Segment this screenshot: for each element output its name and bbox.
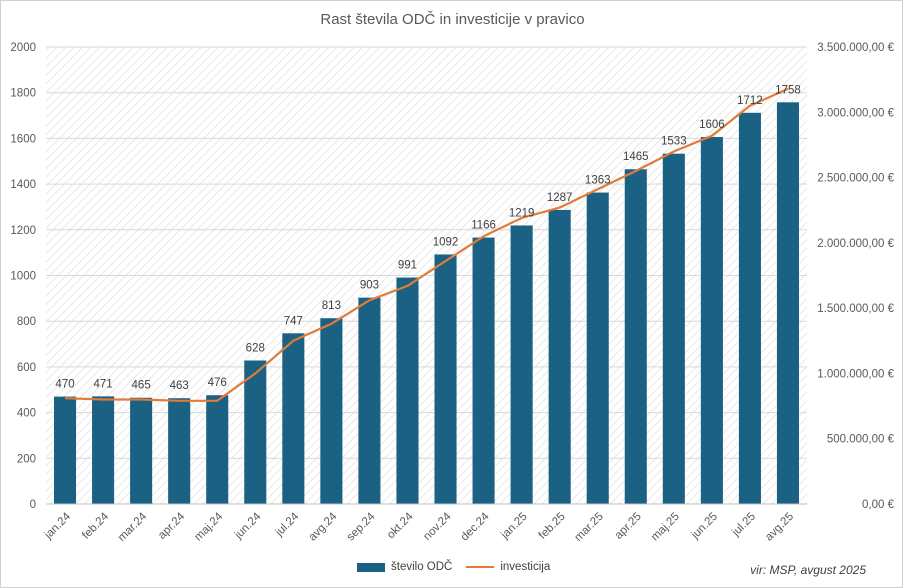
bar <box>624 169 647 504</box>
bar-data-label: 1166 <box>471 220 496 232</box>
source-note: vir: MSP, avgust 2025 <box>750 563 866 577</box>
bar <box>130 397 153 504</box>
bar <box>510 225 533 504</box>
y-left-tick-label: 1600 <box>10 133 36 145</box>
y-left-tick-label: 1200 <box>10 225 36 237</box>
bar <box>586 192 609 504</box>
bar <box>282 333 305 504</box>
x-tick-label: sep.24 <box>345 510 378 543</box>
bar-data-label: 476 <box>208 377 227 389</box>
bar-data-label: 1363 <box>585 175 611 187</box>
x-tick-label: jun.24 <box>232 510 264 542</box>
bar-data-label: 471 <box>93 378 112 390</box>
y-right-tick-label: 2.500.000,00 € <box>817 173 894 185</box>
bar <box>700 137 723 505</box>
y-right-tick-label: 3.500.000,00 € <box>817 42 894 54</box>
legend-item-bars: število ODČ <box>357 561 452 573</box>
bar <box>53 396 77 504</box>
y-right-tick-label: 2.000.000,00 € <box>817 238 894 250</box>
bar <box>738 112 761 505</box>
bar-data-label: 1606 <box>699 119 725 131</box>
x-tick-label: avg.25 <box>763 511 796 544</box>
legend-line-swatch <box>466 566 495 568</box>
x-tick-label: apr.24 <box>156 510 188 542</box>
bar <box>206 395 229 504</box>
y-left-tick-label: 600 <box>17 362 36 374</box>
y-right-tick-label: 1.000.000,00 € <box>817 368 894 380</box>
legend-bar-label: število ODČ <box>391 561 453 573</box>
bar-data-label: 991 <box>398 260 417 272</box>
legend-item-line: investicija <box>466 561 550 573</box>
y-left-tick-label: 400 <box>17 408 36 420</box>
x-tick-label: maj.25 <box>649 511 682 544</box>
bar <box>244 360 267 504</box>
y-left-tick-label: 1800 <box>10 88 36 100</box>
x-tick-label: apr.25 <box>613 511 644 542</box>
bar-data-label: 628 <box>246 343 265 355</box>
bar-data-label: 1092 <box>433 236 459 248</box>
bar-data-label: 903 <box>360 280 379 292</box>
x-tick-label: jun.25 <box>689 511 720 542</box>
y-left-tick-label: 0 <box>30 499 36 511</box>
x-tick-label: avg.24 <box>307 510 340 543</box>
bar-data-label: 470 <box>55 379 74 391</box>
x-tick-label: jul.25 <box>729 511 758 540</box>
bar-data-label: 1287 <box>547 192 573 204</box>
bar <box>434 254 457 504</box>
bar-data-label: 465 <box>132 380 151 392</box>
x-tick-label: mar.25 <box>572 511 605 544</box>
bar-data-label: 1758 <box>775 84 801 96</box>
legend-bar-swatch <box>357 562 385 572</box>
bar-data-label: 1465 <box>623 151 649 163</box>
bar-data-label: 1219 <box>509 207 535 219</box>
chart-plot: 470 471 465 463 476 628 747 813 903 991 1092 1166 12… <box>10 42 895 544</box>
bar-data-label: 463 <box>170 380 189 392</box>
y-right-tick-label: 0,00 € <box>862 499 895 511</box>
y-right-tick-label: 1.500.000,00 € <box>817 303 894 315</box>
x-tick-label: maj.24 <box>192 510 225 543</box>
x-tick-label: dec.24 <box>459 510 492 543</box>
bar-data-label: 1533 <box>661 136 687 148</box>
y-left-tick-label: 1000 <box>10 271 36 283</box>
legend-line-label: investicija <box>500 561 551 573</box>
chart-legend: število ODČ investicija <box>357 561 564 573</box>
x-tick-label: feb.24 <box>80 510 112 542</box>
investment-line <box>64 87 789 402</box>
y-right-tick-label: 500.000,00 € <box>827 434 895 446</box>
bar <box>472 237 495 504</box>
y-left-tick-label: 800 <box>17 316 36 328</box>
x-tick-label: jul.24 <box>273 510 302 539</box>
x-tick-label: nov.24 <box>421 510 454 543</box>
chart-title: Rast števila ODČ in investicije v pravic… <box>320 11 585 28</box>
bar <box>548 209 571 504</box>
y-right-tick-label: 3.000.000,00 € <box>817 107 894 119</box>
bar <box>168 398 191 504</box>
x-tick-label: feb.25 <box>537 511 568 542</box>
x-tick-label: jan.25 <box>498 511 529 542</box>
bar-data-label: 1712 <box>737 95 763 107</box>
x-tick-label: jan.24 <box>42 510 74 542</box>
x-tick-label: okt.24 <box>385 510 416 541</box>
y-left-tick-label: 2000 <box>10 42 36 54</box>
bar-data-label: 813 <box>322 300 341 312</box>
y-left-tick-label: 1400 <box>10 179 36 191</box>
bar-data-label: 747 <box>284 315 303 327</box>
bar <box>776 102 800 504</box>
bar <box>320 318 343 504</box>
bar <box>358 297 381 504</box>
x-tick-label: mar.24 <box>116 510 150 544</box>
y-left-tick-label: 200 <box>17 453 36 465</box>
bar <box>662 153 685 504</box>
bar <box>92 396 115 504</box>
bar <box>396 277 419 504</box>
